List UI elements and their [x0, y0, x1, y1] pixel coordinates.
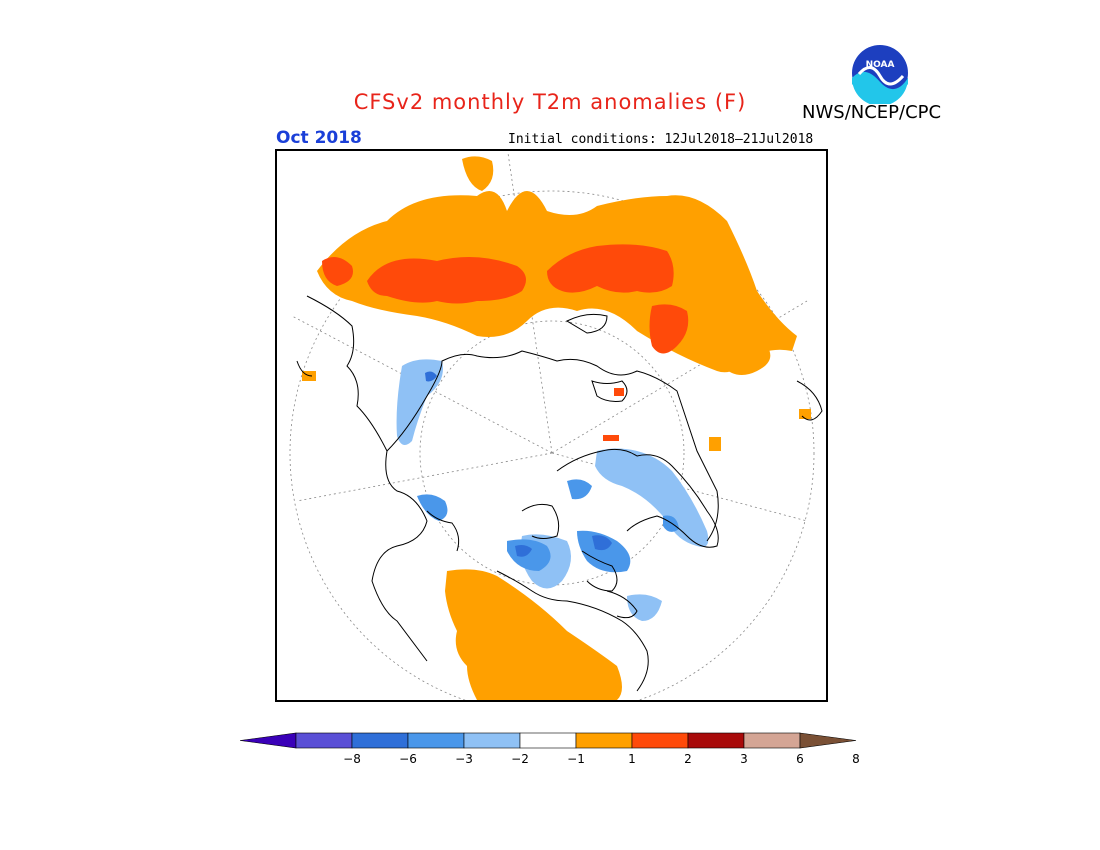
noaa-logo-icon: NOAA	[850, 43, 910, 104]
colorbar-swatch	[687, 732, 745, 749]
colorbar-swatch	[519, 732, 577, 749]
anomaly-positive-1-2	[302, 156, 811, 451]
colorbar-swatch	[799, 732, 857, 749]
colorbar	[240, 732, 857, 749]
anomaly-negative-1-2	[396, 359, 709, 621]
polar-map	[289, 152, 823, 700]
agency-label: NWS/NCEP/CPC	[802, 102, 942, 123]
colorbar-tick-label: −6	[399, 752, 417, 766]
colorbar-tick-label: 6	[796, 752, 804, 766]
colorbar-tick-label: −8	[343, 752, 361, 766]
anomaly-positive-2-3	[322, 244, 689, 441]
map-title: CFSv2 monthly T2m anomalies (F)	[353, 90, 747, 114]
colorbar-tick-label: 1	[628, 752, 636, 766]
colorbar-swatch	[743, 732, 801, 749]
colorbar-swatch	[407, 732, 465, 749]
colorbar-swatch	[631, 732, 689, 749]
colorbar-tick-label: −3	[455, 752, 473, 766]
colorbar-swatch	[575, 732, 633, 749]
map-panel	[275, 149, 828, 702]
valid-month: Oct 2018	[276, 128, 362, 148]
colorbar-swatch	[295, 732, 353, 749]
initial-conditions: Initial conditions: 12Jul2018–21Jul2018	[508, 132, 814, 147]
colorbar-swatch	[351, 732, 409, 749]
colorbar-tick-label: 8	[852, 752, 860, 766]
colorbar-tick-label: 3	[740, 752, 748, 766]
colorbar-tick-label: 2	[684, 752, 692, 766]
anomaly-positive-1-2-pacific	[445, 569, 622, 700]
logo-text: NOAA	[866, 60, 895, 70]
colorbar-swatch	[240, 732, 297, 749]
coastlines	[296, 295, 823, 692]
colorbar-tick-label: −2	[511, 752, 529, 766]
anomaly-negative-3-6	[425, 371, 612, 557]
colorbar-swatch	[463, 732, 521, 749]
colorbar-tick-label: −1	[567, 752, 585, 766]
